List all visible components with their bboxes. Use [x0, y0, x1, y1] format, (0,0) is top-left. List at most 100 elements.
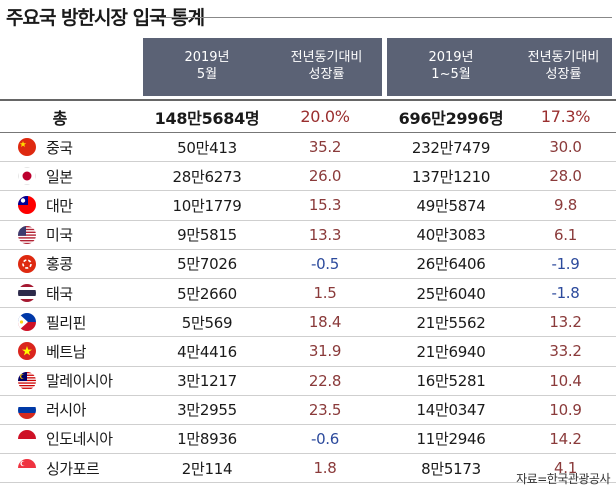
may-arrivals: 50만413 [177, 138, 237, 157]
header-may-2019: 2019년 5월 [184, 50, 230, 82]
indonesia-flag-icon [18, 429, 36, 448]
ytd-arrivals: 21만5562 [416, 313, 486, 332]
philippines-flag-icon [18, 313, 36, 332]
ytd-growth: 30.0 [549, 138, 582, 157]
ytd-growth: 28.0 [549, 167, 582, 186]
header-jan-may-growth: 전년동기대비 성장률 [527, 50, 600, 82]
total-may-growth: 20.0% [300, 107, 350, 126]
ytd-growth: 4.1 [554, 459, 577, 478]
country-name: 미국 [46, 226, 73, 245]
may-arrivals: 4만4416 [177, 342, 237, 361]
table-row: 필리핀 5만569 18.4 21만5562 13.2 [0, 308, 616, 338]
may-growth: 13.3 [308, 225, 342, 244]
country-name: 대만 [46, 196, 73, 215]
ytd-growth: 13.2 [549, 313, 582, 332]
ytd-arrivals: 137만1210 [411, 167, 491, 186]
total-may: 148만5684명 [154, 108, 260, 128]
country-name: 일본 [46, 167, 73, 186]
may-growth: 15.3 [308, 196, 342, 215]
ytd-arrivals: 40만3083 [416, 226, 486, 245]
country-name: 싱가포르 [46, 459, 100, 478]
country-name: 러시아 [46, 401, 86, 420]
hongkong-flag-icon [18, 254, 36, 273]
header-may-growth: 전년동기대비 성장률 [290, 50, 363, 82]
ytd-growth: 10.4 [549, 371, 582, 390]
header-jan-may-2019: 2019년 1~5월 [428, 50, 474, 82]
may-growth: -0.6 [310, 429, 340, 448]
ytd-growth: 9.8 [554, 196, 577, 215]
total-row: 총 148만5684명 20.0% 696만2996명 17.3% [0, 99, 616, 133]
source-note: 자료=한국관광공사 [516, 472, 610, 486]
may-growth: -0.5 [310, 254, 340, 273]
table-row: 홍콩 5만7026 -0.5 26만6406 -1.9 [0, 250, 616, 279]
table-row: 미국 9만5815 13.3 40만3083 6.1 [0, 221, 616, 250]
table-row: 인도네시아 1만8936 -0.6 11만2946 14.2 [0, 425, 616, 455]
ytd-growth: 33.2 [549, 342, 582, 361]
ytd-arrivals: 8만5173 [421, 459, 481, 478]
may-arrivals: 2만114 [181, 459, 233, 478]
ytd-arrivals: 232만7479 [411, 138, 491, 157]
country-name: 인도네시아 [46, 430, 113, 449]
may-arrivals: 3만1217 [177, 372, 237, 391]
may-arrivals: 3만2955 [177, 401, 237, 420]
title-divider [160, 17, 612, 18]
country-name: 베트남 [46, 342, 86, 361]
ytd-arrivals: 21만6940 [416, 342, 486, 361]
russia-flag-icon [18, 400, 36, 419]
singapore-flag-icon [18, 459, 36, 478]
may-growth: 31.9 [308, 342, 342, 361]
ytd-arrivals: 11만2946 [416, 430, 486, 449]
may-arrivals: 5만2660 [177, 284, 237, 303]
ytd-arrivals: 14만0347 [416, 401, 486, 420]
table-row: 중국 50만413 35.2 232만7479 30.0 [0, 133, 616, 163]
country-name: 말레이시아 [46, 372, 113, 391]
taiwan-flag-icon [18, 196, 36, 215]
may-arrivals: 10만1779 [172, 196, 242, 215]
ytd-arrivals: 49만5874 [416, 196, 486, 215]
table-row: 베트남 4만4416 31.9 21만6940 33.2 [0, 337, 616, 367]
header-block-may: 2019년 5월 전년동기대비 성장률 [143, 38, 382, 96]
table-row: 일본 28만6273 26.0 137만1210 28.0 [0, 162, 616, 192]
thailand-flag-icon [18, 283, 36, 302]
ytd-growth: -1.9 [551, 254, 580, 273]
total-label: 총 [52, 108, 68, 128]
page-title: 주요국 방한시장 입국 통계 [6, 7, 205, 29]
table-row: 말레이시아 3만1217 22.8 16만5281 10.4 [0, 367, 616, 396]
total-ytd-growth: 17.3% [540, 107, 591, 126]
header-block-ytd: 2019년 1~5월 전년동기대비 성장률 [387, 38, 612, 96]
may-growth: 26.0 [308, 167, 342, 186]
china-flag-icon [18, 138, 36, 156]
ytd-growth: 14.2 [549, 429, 582, 448]
country-name: 필리핀 [46, 313, 86, 332]
table-row: 싱가포르 2만114 1.8 8만5173 4.1 [0, 454, 616, 484]
table-row: 태국 5만2660 1.5 25만6040 -1.8 [0, 279, 616, 309]
ytd-growth: 6.1 [554, 225, 577, 244]
may-arrivals: 5만569 [181, 313, 233, 332]
may-arrivals: 9만5815 [177, 226, 237, 245]
total-ytd: 696만2996명 [398, 108, 504, 128]
may-growth: 1.8 [313, 459, 337, 478]
may-arrivals: 5만7026 [177, 255, 237, 274]
may-growth: 35.2 [308, 138, 342, 157]
may-growth: 22.8 [308, 371, 342, 390]
ytd-arrivals: 25만6040 [416, 284, 486, 303]
country-name: 중국 [46, 138, 73, 157]
table-row: 러시아 3만2955 23.5 14만0347 10.9 [0, 396, 616, 425]
may-arrivals: 1만8936 [177, 430, 237, 449]
country-name: 태국 [46, 284, 73, 303]
table-row: 대만 10만1779 15.3 49만5874 9.8 [0, 191, 616, 221]
stats-table: 총 148만5684명 20.0% 696만2996명 17.3% 중국 50만4… [0, 99, 616, 484]
ytd-growth: 10.9 [549, 400, 582, 419]
may-arrivals: 28만6273 [172, 167, 242, 186]
may-growth: 23.5 [308, 400, 342, 419]
malaysia-flag-icon [18, 371, 36, 390]
country-name: 홍콩 [46, 255, 73, 274]
ytd-arrivals: 16만5281 [416, 372, 486, 391]
japan-flag-icon [18, 167, 36, 186]
ytd-arrivals: 26만6406 [416, 255, 486, 274]
may-growth: 18.4 [308, 313, 342, 332]
usa-flag-icon [18, 225, 36, 244]
vietnam-flag-icon [18, 342, 36, 361]
may-growth: 1.5 [313, 284, 337, 303]
ytd-growth: -1.8 [551, 284, 580, 303]
